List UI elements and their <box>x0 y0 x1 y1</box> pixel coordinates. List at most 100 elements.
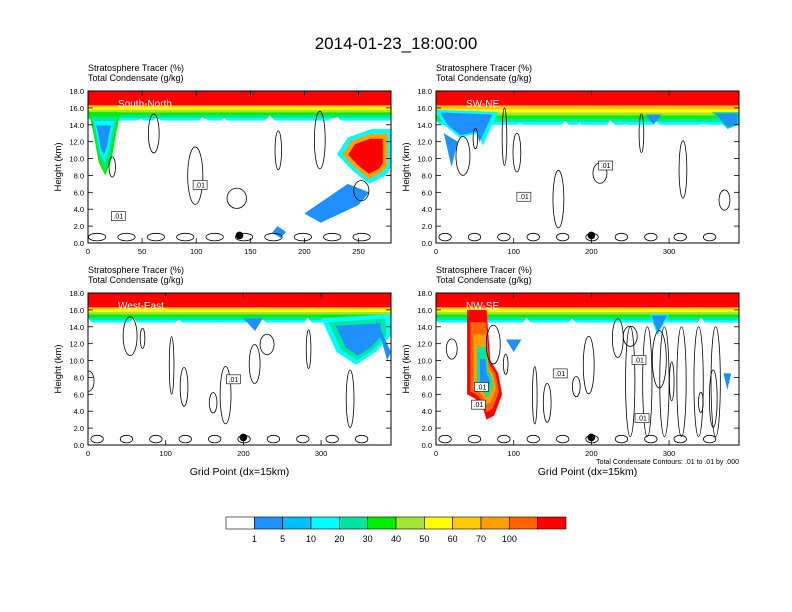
contour-line <box>455 136 471 176</box>
contour-line <box>438 434 452 444</box>
condensate-contours <box>88 316 369 444</box>
contour-label: .01 <box>555 371 565 378</box>
contour-label: .01 <box>474 402 484 409</box>
contour-label: .01 <box>519 194 529 201</box>
contour-line <box>122 316 138 356</box>
contour-label-box <box>631 355 647 365</box>
contour-line <box>556 232 570 242</box>
contour-line <box>582 335 595 395</box>
colorbar-label: 60 <box>448 534 458 544</box>
y-tick-label: 2.0 <box>74 222 84 231</box>
tracer-clear-region <box>436 317 739 445</box>
panel-left-string-2: Total Condensate (g/kg) <box>88 73 184 83</box>
contour-line <box>179 367 189 407</box>
panel-left-string-1: Stratosphere Tracer (%) <box>88 265 184 275</box>
contour-line <box>644 434 658 444</box>
colorbar-swatch <box>310 516 340 530</box>
colorbar-swatch <box>537 516 567 530</box>
y-tick-label: 2.0 <box>74 424 84 433</box>
panel-left-string-1: Stratosphere Tracer (%) <box>436 265 532 275</box>
x-tick-label: 100 <box>507 449 520 458</box>
tracer-blob <box>304 183 370 223</box>
contour-label: .01 <box>477 384 487 391</box>
contour-line <box>266 434 281 444</box>
location-marker <box>239 433 248 442</box>
y-tick-label: 12.0 <box>69 340 84 349</box>
panel-nw-se: Stratosphere Tracer (%)Total Condensate … <box>401 265 740 478</box>
contour-line <box>556 434 570 444</box>
plot-frame <box>87 90 392 244</box>
contour-label: .01 <box>634 357 644 364</box>
contour-line <box>139 327 146 349</box>
tracer-field <box>88 91 391 243</box>
y-tick-label: 0.0 <box>422 239 432 248</box>
contour-line <box>572 376 581 398</box>
panel-left-string-2: Total Condensate (g/kg) <box>88 275 184 285</box>
y-tick-label: 8.0 <box>422 171 432 180</box>
tracer-band-top <box>436 293 739 308</box>
contour-label: .01 <box>637 416 647 423</box>
contour-line <box>259 333 275 355</box>
y-axis-label: Height (km) <box>53 344 64 393</box>
colorbar-swatch <box>480 516 510 530</box>
location-marker <box>587 433 596 442</box>
figure-title: 2014-01-23_18:00:00 <box>314 34 478 53</box>
contour-line <box>248 344 261 384</box>
colorbar-swatch <box>254 516 283 530</box>
tracer-field <box>436 293 739 445</box>
x-tick-label: 0 <box>86 247 90 256</box>
y-tick-label: 10.0 <box>69 357 84 366</box>
colorbar-swatch <box>509 516 538 530</box>
contour-line <box>485 324 501 365</box>
y-tick-label: 14.0 <box>417 323 432 332</box>
contour-line <box>467 232 482 242</box>
contour-line <box>323 232 342 242</box>
y-tick-label: 14.0 <box>69 121 84 130</box>
contour-line <box>219 365 232 425</box>
tracer-blob <box>243 318 263 331</box>
y-tick-label: 4.0 <box>74 407 84 416</box>
x-axis-label: Grid Point (dx=15km) <box>538 466 638 478</box>
contour-label-box <box>111 211 126 221</box>
y-tick-label: 18.0 <box>417 289 432 298</box>
tracer-blob <box>645 114 662 125</box>
x-tick-label: 300 <box>663 449 676 458</box>
plot-frame <box>435 292 740 446</box>
plot-frame <box>87 292 392 446</box>
y-axis-label: Height (km) <box>401 344 412 393</box>
contour-line <box>325 434 339 444</box>
contour-line <box>659 326 670 437</box>
y-tick-label: 6.0 <box>74 188 84 197</box>
contour-line <box>497 434 511 444</box>
x-tick-label: 300 <box>315 449 328 458</box>
x-tick-label: 0 <box>86 449 90 458</box>
panel-title: West-East <box>118 301 164 312</box>
y-tick-label: 2.0 <box>422 222 432 231</box>
tracer-band-top <box>88 91 391 106</box>
y-tick-label: 4.0 <box>422 407 432 416</box>
panel-title: South-North <box>118 99 172 110</box>
colorbar-swatch <box>339 516 368 530</box>
y-tick-label: 16.0 <box>69 306 84 315</box>
contour-line <box>352 232 371 242</box>
y-tick-label: 14.0 <box>417 121 432 130</box>
plot-frame <box>435 90 740 244</box>
contour-line <box>638 113 645 154</box>
contour-line <box>353 180 370 202</box>
colorbar-label: 30 <box>363 534 373 544</box>
contour-label-box <box>598 160 613 171</box>
tracer-band-top <box>436 91 739 106</box>
tracer-blob <box>348 138 383 174</box>
tracer-blob <box>714 113 738 128</box>
contour-label: .01 <box>113 214 123 221</box>
tracer-blob <box>271 226 287 238</box>
panel-title: NW-SE <box>466 301 499 312</box>
x-tick-label: 100 <box>190 247 203 256</box>
contour-label: .01 <box>195 182 205 189</box>
contour-label: .01 <box>229 377 239 384</box>
y-tick-label: 8.0 <box>422 373 432 382</box>
contour-line <box>108 156 116 178</box>
contour-line <box>293 232 312 242</box>
tracer-field <box>88 293 391 445</box>
